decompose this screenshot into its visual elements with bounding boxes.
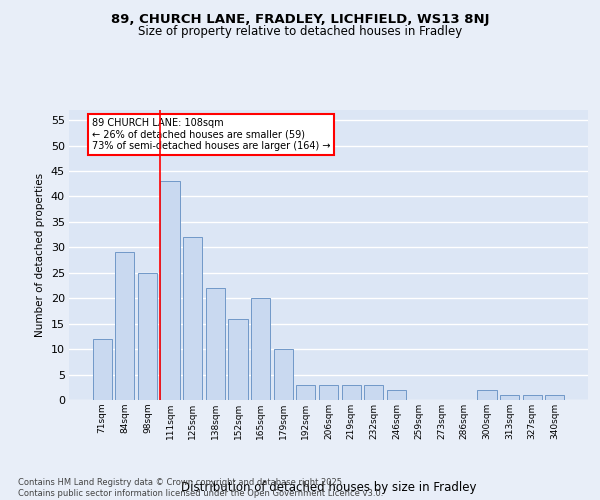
X-axis label: Distribution of detached houses by size in Fradley: Distribution of detached houses by size …	[181, 481, 476, 494]
Bar	[477, 390, 497, 400]
Bar	[523, 395, 542, 400]
Bar	[92, 339, 112, 400]
Y-axis label: Number of detached properties: Number of detached properties	[35, 173, 45, 337]
Bar	[364, 384, 383, 400]
Bar	[206, 288, 225, 400]
Bar	[138, 273, 157, 400]
Text: Contains HM Land Registry data © Crown copyright and database right 2025.
Contai: Contains HM Land Registry data © Crown c…	[18, 478, 383, 498]
Bar	[545, 395, 565, 400]
Text: Size of property relative to detached houses in Fradley: Size of property relative to detached ho…	[138, 25, 462, 38]
Text: 89, CHURCH LANE, FRADLEY, LICHFIELD, WS13 8NJ: 89, CHURCH LANE, FRADLEY, LICHFIELD, WS1…	[111, 12, 489, 26]
Bar	[229, 318, 248, 400]
Bar	[115, 252, 134, 400]
Bar	[160, 181, 180, 400]
Bar	[296, 384, 316, 400]
Bar	[341, 384, 361, 400]
Bar	[274, 349, 293, 400]
Bar	[319, 384, 338, 400]
Text: 89 CHURCH LANE: 108sqm
← 26% of detached houses are smaller (59)
73% of semi-det: 89 CHURCH LANE: 108sqm ← 26% of detached…	[92, 118, 331, 151]
Bar	[251, 298, 270, 400]
Bar	[500, 395, 519, 400]
Bar	[183, 237, 202, 400]
Bar	[387, 390, 406, 400]
